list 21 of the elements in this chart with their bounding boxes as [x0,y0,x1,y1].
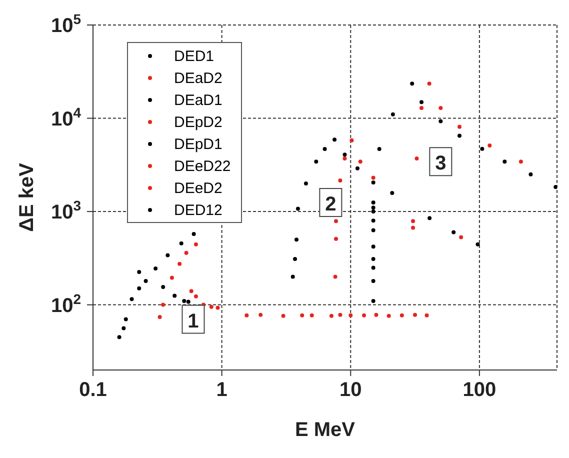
y-axis-title: ΔE keV [16,162,38,232]
legend-label: DED1 [174,48,214,64]
y-tick-label: 10$^{3}$ [50,198,82,224]
legend-label: DEaD1 [174,92,222,108]
annotation: 3 [435,152,446,175]
y-tick-label: 10$^{4}$ [50,104,82,130]
x-axis-title: E MeV [294,419,356,441]
annotation: 2 [325,194,336,216]
annotation: 1 [188,310,199,332]
legend-label: DEaD2 [174,70,222,86]
legend-label: DEpD2 [174,114,222,130]
legend-label: DEpD1 [174,136,222,152]
x-tick-label: 1 [216,379,228,401]
y-tick-label: 10$^{2}$ [50,290,82,317]
legend-label: DED12 [174,202,222,218]
x-tick-label: 10 [340,379,362,401]
legend-label: DEeD2 [174,180,222,196]
legend-label: DEeD22 [174,158,231,174]
y-tick-label: 10$^{5}$ [50,11,82,37]
x-tick-label: 0.1 [79,379,107,401]
x-tick-label: 100 [462,379,496,401]
